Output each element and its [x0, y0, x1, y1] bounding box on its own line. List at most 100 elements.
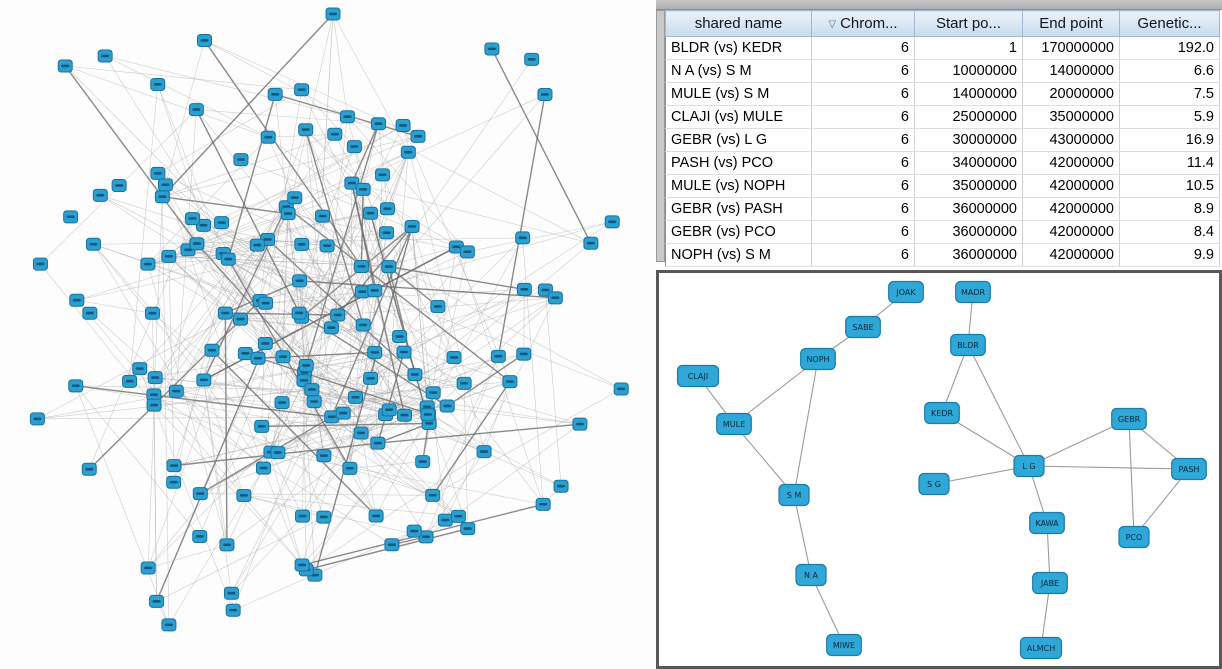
network-node[interactable] [69, 293, 85, 307]
network-node[interactable] [420, 408, 436, 422]
network-node[interactable] [316, 510, 332, 524]
network-node[interactable] [319, 239, 335, 253]
network-node[interactable] [362, 206, 378, 220]
network-node[interactable] [274, 396, 290, 410]
network-node[interactable] [168, 384, 184, 398]
network-node[interactable] [57, 59, 73, 73]
network-node-JOAK[interactable]: JOAK [888, 280, 924, 304]
network-node-KAWA[interactable]: KAWA [1029, 511, 1065, 535]
network-node[interactable] [342, 461, 358, 475]
network-node[interactable] [395, 119, 411, 133]
network-node[interactable] [553, 479, 569, 493]
network-node[interactable] [63, 210, 79, 224]
network-node[interactable] [256, 461, 272, 475]
network-node[interactable] [188, 103, 204, 117]
network-node[interactable] [223, 586, 239, 600]
table-row[interactable]: GEBR (vs) L G 6 30000000 43000000 16.9 [665, 128, 1220, 152]
network-node[interactable] [437, 513, 453, 527]
network-node[interactable] [355, 182, 371, 196]
network-node[interactable] [233, 312, 249, 326]
network-node[interactable] [260, 130, 276, 144]
network-node[interactable] [381, 403, 397, 417]
network-node[interactable] [147, 371, 163, 385]
network-node[interactable] [425, 386, 441, 400]
network-node[interactable] [375, 168, 391, 182]
network-node[interactable] [379, 226, 395, 240]
network-node[interactable] [270, 446, 286, 460]
network-node[interactable] [370, 436, 386, 450]
network-node[interactable] [97, 49, 113, 63]
network-node-GEBR[interactable]: GEBR [1111, 407, 1147, 431]
network-node[interactable] [502, 375, 518, 389]
network-node[interactable] [430, 300, 446, 314]
network-node[interactable] [275, 350, 291, 364]
network-node[interactable] [298, 123, 314, 137]
network-node-SG[interactable]: S G [918, 472, 950, 496]
network-node[interactable] [85, 237, 101, 251]
network-node[interactable] [294, 558, 310, 572]
network-node[interactable] [166, 475, 182, 489]
network-node[interactable] [460, 522, 476, 536]
network-node-MADR[interactable]: MADR [955, 280, 991, 304]
filter-icon[interactable]: ▽ [828, 19, 837, 30]
network-view-main[interactable] [0, 0, 656, 669]
network-node[interactable] [280, 207, 296, 221]
network-node[interactable] [396, 408, 412, 422]
network-node[interactable] [146, 398, 162, 412]
network-edge[interactable] [733, 423, 795, 496]
network-node[interactable] [196, 373, 212, 387]
network-node[interactable] [315, 209, 331, 223]
network-node[interactable] [258, 296, 274, 310]
network-node-MIWE[interactable]: MIWE [826, 633, 862, 657]
network-node[interactable] [392, 330, 408, 344]
network-node[interactable] [353, 426, 369, 440]
network-node[interactable] [298, 359, 314, 373]
network-node[interactable] [370, 117, 386, 131]
network-node[interactable] [192, 487, 208, 501]
column-header-3[interactable]: End point [1022, 10, 1120, 37]
network-node[interactable] [613, 382, 629, 396]
column-header-2[interactable]: Start po... [914, 10, 1023, 37]
network-node[interactable] [250, 351, 266, 365]
network-node[interactable] [192, 529, 208, 543]
network-node[interactable] [339, 110, 355, 124]
network-node[interactable] [516, 282, 532, 296]
table-row[interactable]: CLAJI (vs) MULE 6 25000000 35000000 5.9 [665, 105, 1220, 129]
network-node[interactable] [456, 376, 472, 390]
network-node[interactable] [132, 362, 148, 376]
network-node[interactable] [233, 153, 249, 167]
table-row[interactable]: GEBR (vs) PCO 6 36000000 42000000 8.4 [665, 220, 1220, 244]
network-node[interactable] [204, 343, 220, 357]
network-node[interactable] [368, 509, 384, 523]
network-node[interactable] [404, 220, 420, 234]
network-node[interactable] [367, 345, 383, 359]
network-node[interactable] [29, 412, 45, 426]
network-node-NA[interactable]: N A [795, 563, 827, 587]
network-node[interactable] [267, 87, 283, 101]
network-node[interactable] [294, 83, 310, 97]
network-node[interactable] [410, 129, 426, 143]
network-node[interactable] [381, 260, 397, 274]
network-node-KEDR[interactable]: KEDR [924, 401, 960, 425]
network-edge[interactable] [933, 465, 1030, 485]
network-node[interactable] [146, 388, 162, 402]
network-node-CLAJI[interactable]: CLAJI [676, 364, 720, 388]
table-row[interactable]: N A (vs) S M 6 10000000 14000000 6.6 [665, 59, 1220, 83]
network-edge[interactable] [1028, 465, 1190, 470]
network-node[interactable] [111, 179, 127, 193]
network-node[interactable] [306, 395, 322, 409]
network-node[interactable] [524, 52, 540, 66]
network-node[interactable] [330, 308, 346, 322]
network-node[interactable] [407, 368, 423, 382]
network-node[interactable] [140, 257, 156, 271]
network-node[interactable] [32, 257, 48, 271]
network-node[interactable] [535, 497, 551, 511]
network-node[interactable] [196, 34, 212, 48]
network-node[interactable] [236, 488, 252, 502]
column-header-1[interactable]: ▽ Chrom... [811, 10, 915, 37]
network-node[interactable] [547, 291, 563, 305]
network-node[interactable] [537, 88, 553, 102]
network-node[interactable] [140, 561, 156, 575]
column-header-4[interactable]: Genetic... [1119, 10, 1220, 37]
network-node[interactable] [323, 321, 339, 335]
